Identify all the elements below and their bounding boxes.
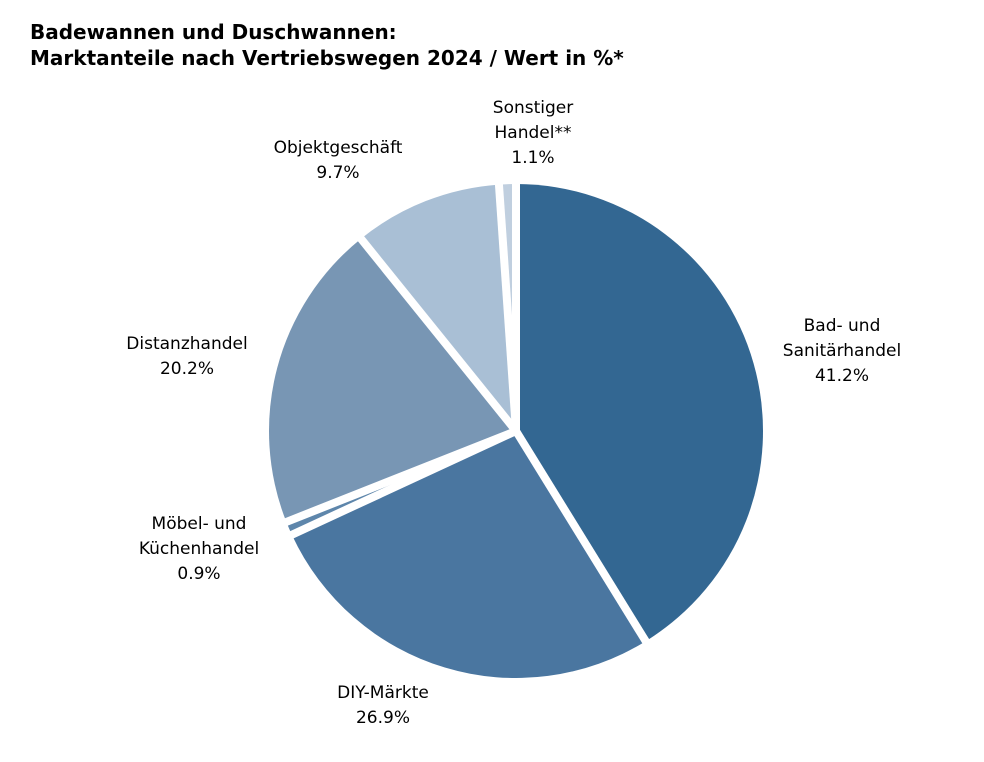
chart-title-line-1: Badewannen und Duschwannen: <box>30 20 397 44</box>
chart-title: Badewannen und Duschwannen: Marktanteile… <box>30 19 624 71</box>
pie-slice <box>269 238 516 522</box>
slice-label: Sonstiger Handel** 1.1% <box>492 98 574 168</box>
slice-label: Bad- und Sanitärhandel 41.2% <box>782 316 902 386</box>
slice-label: Möbel- und Küchenhandel 0.9% <box>138 514 260 584</box>
slice-separator <box>356 234 520 434</box>
slice-label: Distanzhandel 20.2% <box>126 334 248 379</box>
slice-separator <box>283 427 518 527</box>
pie-slice <box>291 431 646 678</box>
slice-label: DIY-Märkte 26.9% <box>337 683 429 728</box>
slice-separator <box>512 428 651 645</box>
pie-slice <box>360 184 516 431</box>
chart-title-line-2: Marktanteile nach Vertriebswegen 2024 / … <box>30 46 624 70</box>
slice-label: Objektgeschäft 9.7% <box>273 138 403 183</box>
